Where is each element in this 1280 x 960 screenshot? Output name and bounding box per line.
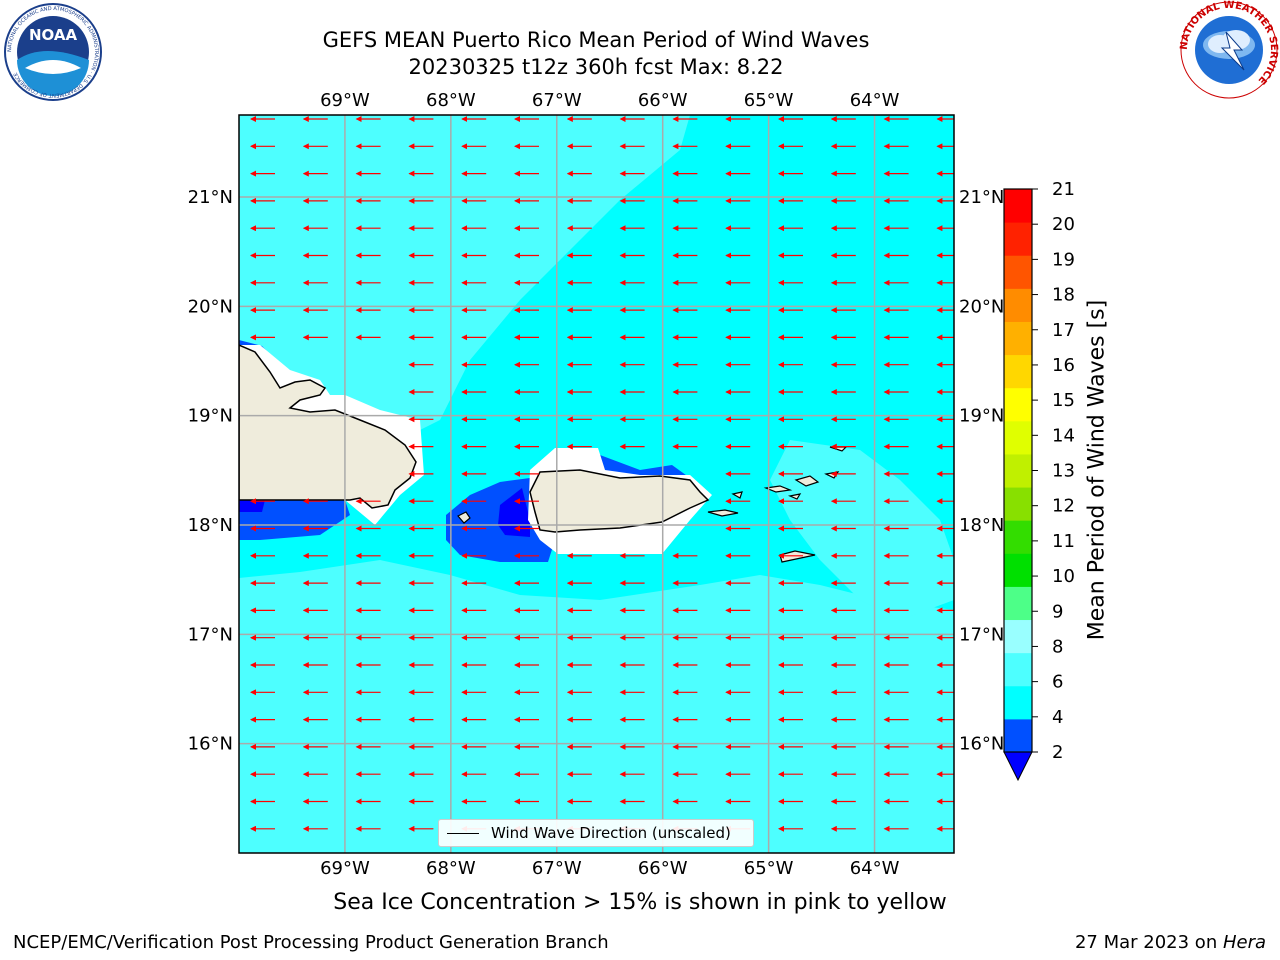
lon-label-bottom: 67°W [532,858,582,879]
colorbar-tick-label: 15 [1052,390,1075,411]
map-legend: Wind Wave Direction (unscaled) [438,819,754,847]
land-culebra [731,491,743,499]
wave-band-6to8-south [239,560,954,853]
colorbar-tick-label: 6 [1052,672,1063,693]
graticule [239,115,954,853]
colorbar-tick-label: 8 [1052,636,1063,657]
colorbar-segment [1004,718,1032,753]
colorbar-tick-label: 13 [1052,461,1075,482]
nws-logo: NATIONAL WEATHER SERVICE [1179,0,1279,99]
lon-label-bottom: 66°W [638,858,688,879]
colorbar-segment [1004,652,1032,687]
lat-label-right: 19°N [959,406,1004,427]
colorbar: 21 20 19 18 17 16 15 14 13 12 11 10 9 8 6 4 2 [1003,179,1075,782]
lat-label-right: 21°N [959,187,1004,208]
colorbar-segment [1004,520,1032,554]
lon-label-bottom: 64°W [850,858,900,879]
map-title: GEFS MEAN Puerto Rico Mean Period of Win… [322,28,870,52]
colorbar-tick-label: 18 [1052,285,1075,306]
wave-band-2to4-hispaniola-south [239,500,350,540]
colorbar-segment [1004,420,1032,455]
colorbar-tick-label: 10 [1052,566,1075,587]
colorbar-segment [1004,321,1032,356]
colorbar-under-extension [1003,751,1033,782]
axis-labels: 69°W 69°W 68°W 68°W 67°W 67°W 66°W 66°W 65°W 65°W… [188,90,1005,879]
lat-label-right: 17°N [959,624,1004,645]
lon-label-top: 67°W [532,90,582,111]
legend-label: Wind Wave Direction (unscaled) [491,824,731,842]
colorbar-segment [1004,354,1032,389]
lon-label-top: 64°W [850,90,900,111]
colorbar-tick-label: 2 [1052,742,1063,763]
colorbar-segment [1004,553,1032,587]
lat-label-left: 21°N [188,187,233,208]
land-puerto-rico [529,469,710,533]
lat-label-right: 16°N [959,734,1004,755]
wave-band-6to8-east [770,440,954,620]
footer-host: Hera [1222,932,1266,953]
lon-label-bottom: 69°W [320,858,370,879]
lat-label-left: 19°N [188,406,233,427]
colorbar-segment [1004,222,1032,256]
lat-label-left: 17°N [188,624,233,645]
lon-label-bottom: 65°W [744,858,794,879]
lon-label-top: 69°W [320,90,370,111]
colorbar-segment [1004,453,1032,488]
colorbar-segment [1004,288,1032,322]
colorbar-segment [1004,487,1032,521]
lat-label-right: 18°N [959,515,1004,536]
land-mona-island [457,511,471,524]
sea-ice-note: Sea Ice Concentration > 15% is shown in … [333,890,947,915]
lon-label-top: 68°W [426,90,476,111]
colorbar-label: Mean Period of Wind Waves [s] [1084,299,1110,641]
colorbar-segment [1004,387,1032,422]
map-area [239,115,954,853]
colorbar-tick-label: 17 [1052,320,1075,341]
colorbar-tick-label: 20 [1052,214,1075,235]
lon-label-top: 65°W [744,90,794,111]
colorbar-segment [1004,189,1032,223]
map-subtitle: 20230325 t12z 360h fcst Max: 8.22 [408,55,784,79]
colorbar-tick-label: 16 [1052,355,1075,376]
land-vieques [707,509,739,517]
noaa-logo-text: NOAA [29,26,78,44]
lat-label-right: 20°N [959,296,1004,317]
footer-credit: NCEP/EMC/Verification Post Processing Pr… [13,932,609,953]
colorbar-tick-label: 11 [1052,531,1075,552]
colorbar-tick-label: 19 [1052,249,1075,270]
colorbar-tick-label: 21 [1052,179,1075,200]
colorbar-segment [1004,619,1032,654]
wave-band-below2-hispaniola-south [239,500,265,512]
colorbar-segment [1004,685,1032,720]
lon-label-bottom: 68°W [426,858,476,879]
legend-line-sample [447,832,479,834]
lat-label-left: 20°N [188,296,233,317]
colorbar-tick-label: 14 [1052,425,1075,446]
colorbar-segment [1004,586,1032,621]
lat-label-left: 18°N [188,515,233,536]
colorbar-segment [1004,255,1032,289]
lat-label-left: 16°N [188,734,233,755]
footer-date-text: 27 Mar 2023 on [1074,932,1223,953]
footer-date: 27 Mar 2023 on Hera [1075,932,1266,953]
lon-label-top: 66°W [638,90,688,111]
colorbar-tick-label: 9 [1052,601,1063,622]
colorbar-tick-label: 12 [1052,496,1075,517]
noaa-logo: NOAA NATIONAL OCEANIC AND ATMOSPHERIC AD… [4,3,102,101]
map-frame [238,114,955,854]
colorbar-tick-label: 4 [1052,707,1063,728]
land-st-croix [779,550,816,563]
